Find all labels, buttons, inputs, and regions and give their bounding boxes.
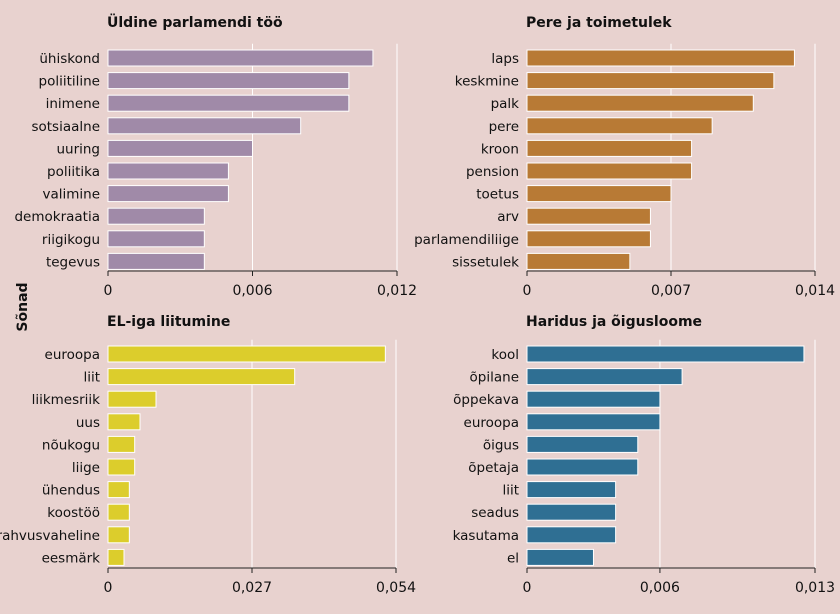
category-label: poliitika xyxy=(47,164,100,180)
category-label: palk xyxy=(491,96,520,112)
category-label: sotsiaalne xyxy=(31,119,100,135)
category-label: õpilane xyxy=(470,370,519,386)
category-label: liige xyxy=(72,460,100,476)
category-label: kool xyxy=(491,347,519,363)
bar xyxy=(526,252,631,270)
category-label: koostöö xyxy=(47,505,100,521)
x-tick-label: 0 xyxy=(523,283,532,299)
x-tick-label: 0,012 xyxy=(377,283,417,299)
category-label: poliitiline xyxy=(39,74,101,90)
category-label: kroon xyxy=(481,141,519,157)
bar xyxy=(107,230,205,248)
bar xyxy=(526,139,693,157)
category-label: el xyxy=(507,550,519,566)
category-label: kasutama xyxy=(453,528,519,544)
x-tick-label: 0,007 xyxy=(651,283,691,299)
bar xyxy=(526,481,617,499)
panel-title: Pere ja toimetulek xyxy=(526,15,672,31)
bar xyxy=(526,458,639,476)
bar xyxy=(107,503,130,521)
bar xyxy=(526,72,775,90)
bar xyxy=(107,139,253,157)
category-label: riigikogu xyxy=(42,232,100,248)
bar xyxy=(107,390,157,408)
bar xyxy=(107,94,350,112)
x-tick-label: 0 xyxy=(104,580,113,596)
category-label: uus xyxy=(76,415,100,431)
panel-title: EL-iga liitumine xyxy=(107,314,230,330)
category-label: parlamendiliige xyxy=(414,232,519,248)
category-label: eesmärk xyxy=(42,550,101,566)
bar xyxy=(107,252,205,270)
category-label: liit xyxy=(83,370,100,386)
bar xyxy=(107,72,350,90)
panel-title: Üldine parlamendi töö xyxy=(107,13,283,31)
category-label: õigus xyxy=(483,437,519,453)
bar xyxy=(526,94,754,112)
category-label: ühiskond xyxy=(39,51,100,67)
x-tick-label: 0 xyxy=(523,580,532,596)
category-label: laps xyxy=(491,51,519,67)
bar xyxy=(107,345,386,363)
x-tick-label: 0,027 xyxy=(232,580,272,596)
bar xyxy=(526,435,639,453)
x-tick-label: 0,013 xyxy=(795,580,835,596)
bar xyxy=(526,413,661,431)
category-label: nõukogu xyxy=(42,437,100,453)
category-label: liit xyxy=(502,483,519,499)
bar xyxy=(107,162,229,180)
bar xyxy=(107,117,302,135)
y-axis-label: Sõnad xyxy=(15,282,31,331)
bar xyxy=(107,548,125,566)
category-label: uuring xyxy=(56,141,100,157)
category-label: keskmine xyxy=(455,74,519,90)
category-label: euroopa xyxy=(45,347,100,363)
bar xyxy=(526,526,617,544)
category-label: pere xyxy=(489,119,519,135)
category-label: valimine xyxy=(42,187,100,203)
bar xyxy=(107,458,136,476)
category-label: rahvusvaheline xyxy=(0,528,100,544)
panel-title: Haridus ja õigusloome xyxy=(526,314,702,330)
category-label: seadus xyxy=(471,505,519,521)
bar xyxy=(526,162,693,180)
x-tick-label: 0,006 xyxy=(232,283,272,299)
bar xyxy=(526,548,594,566)
category-label: pension xyxy=(466,164,519,180)
bar xyxy=(526,230,651,248)
x-tick-label: 0,054 xyxy=(376,580,416,596)
category-label: õppekava xyxy=(453,392,519,408)
bar xyxy=(526,49,795,67)
category-label: liikmesriik xyxy=(32,392,101,408)
category-label: arv xyxy=(497,209,519,225)
x-tick-label: 0 xyxy=(104,283,113,299)
bar xyxy=(526,368,683,386)
x-tick-label: 0,006 xyxy=(640,580,680,596)
category-label: ühendus xyxy=(42,483,100,499)
category-label: õpetaja xyxy=(468,460,519,476)
bar xyxy=(526,345,805,363)
bar xyxy=(107,185,229,203)
category-label: toetus xyxy=(476,187,519,203)
bar xyxy=(107,526,130,544)
bar xyxy=(107,413,141,431)
bar xyxy=(107,435,136,453)
bar xyxy=(107,368,296,386)
bar xyxy=(107,207,205,225)
bar xyxy=(526,390,661,408)
bar xyxy=(107,49,374,67)
bar xyxy=(526,117,713,135)
category-label: sissetulek xyxy=(452,254,519,270)
category-label: euroopa xyxy=(464,415,519,431)
category-label: demokraatia xyxy=(14,209,100,225)
category-label: tegevus xyxy=(46,254,100,270)
x-tick-label: 0,014 xyxy=(795,283,835,299)
bar xyxy=(526,207,651,225)
category-label: inimene xyxy=(46,96,100,112)
bar xyxy=(526,503,617,521)
bar xyxy=(107,481,130,499)
bar xyxy=(526,185,672,203)
